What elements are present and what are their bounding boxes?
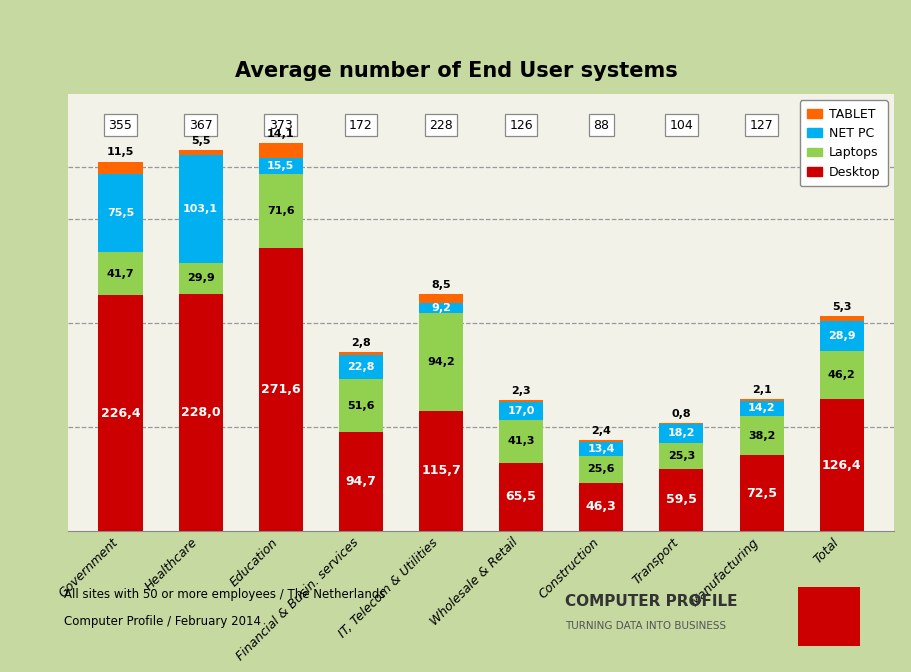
Bar — [259, 249, 302, 531]
Text: 115,7: 115,7 — [421, 464, 460, 477]
Text: 228: 228 — [429, 119, 453, 132]
Text: 2,1: 2,1 — [751, 384, 771, 394]
Bar — [418, 303, 463, 312]
Text: 103,1: 103,1 — [183, 204, 218, 214]
Text: 71,6: 71,6 — [267, 206, 294, 216]
Bar — [98, 296, 142, 531]
Text: 25,3: 25,3 — [667, 451, 694, 461]
Text: 373: 373 — [269, 119, 292, 132]
Bar — [498, 400, 543, 402]
Bar — [98, 252, 142, 296]
Text: 29,9: 29,9 — [187, 274, 214, 283]
Text: 2,4: 2,4 — [590, 425, 610, 435]
Text: Computer Profile / February 2014: Computer Profile / February 2014 — [64, 615, 261, 628]
Bar — [578, 482, 622, 531]
Text: 59,5: 59,5 — [665, 493, 696, 507]
Bar — [659, 469, 702, 531]
Bar — [418, 312, 463, 411]
Text: 5,3: 5,3 — [831, 302, 851, 312]
Bar — [739, 398, 783, 401]
Bar — [179, 150, 222, 155]
Bar — [98, 173, 142, 252]
Bar — [179, 263, 222, 294]
Text: 94,2: 94,2 — [426, 357, 455, 366]
Bar — [819, 321, 863, 351]
Text: 8,5: 8,5 — [431, 280, 450, 290]
Bar — [259, 174, 302, 249]
Text: Average number of End User systems: Average number of End User systems — [234, 60, 677, 81]
Text: 41,7: 41,7 — [107, 269, 134, 279]
Text: 2,3: 2,3 — [511, 386, 530, 396]
Bar — [819, 399, 863, 531]
Text: All sites with 50 or more employees / The Netherlands: All sites with 50 or more employees / Th… — [64, 588, 385, 601]
Text: 28,9: 28,9 — [827, 331, 855, 341]
Bar — [659, 443, 702, 469]
Text: 17,0: 17,0 — [507, 406, 534, 416]
Text: 75,5: 75,5 — [107, 208, 134, 218]
Bar — [578, 456, 622, 482]
Text: 25,6: 25,6 — [587, 464, 614, 474]
Text: 367: 367 — [189, 119, 212, 132]
Text: 9,2: 9,2 — [431, 303, 450, 312]
Bar — [179, 294, 222, 531]
Bar — [659, 423, 702, 424]
Text: 126: 126 — [508, 119, 532, 132]
Text: 22,8: 22,8 — [347, 362, 374, 372]
Bar — [659, 424, 702, 443]
Text: 14,1: 14,1 — [267, 129, 294, 139]
Text: 13,4: 13,4 — [587, 444, 614, 454]
Text: 0,8: 0,8 — [670, 409, 691, 419]
Bar — [418, 411, 463, 531]
Text: 15,5: 15,5 — [267, 161, 294, 171]
Text: 207: 207 — [829, 119, 853, 132]
Text: 11,5: 11,5 — [107, 147, 134, 157]
Text: 172: 172 — [349, 119, 373, 132]
Text: 46,3: 46,3 — [585, 500, 616, 513]
Legend: TABLET, NET PC, Laptops, Desktop: TABLET, NET PC, Laptops, Desktop — [799, 100, 886, 186]
Text: 41,3: 41,3 — [507, 436, 535, 446]
Text: 355: 355 — [108, 119, 132, 132]
Text: 18,2: 18,2 — [667, 428, 694, 438]
Bar — [259, 143, 302, 158]
Bar — [339, 432, 383, 531]
Text: 65,5: 65,5 — [506, 491, 536, 503]
Bar — [339, 352, 383, 355]
Text: 51,6: 51,6 — [347, 401, 374, 411]
Text: TURNING DATA INTO BUSINESS: TURNING DATA INTO BUSINESS — [565, 622, 726, 631]
Bar — [179, 155, 222, 263]
Bar — [498, 463, 543, 531]
Text: 5,5: 5,5 — [190, 136, 210, 146]
Bar — [498, 420, 543, 463]
Text: 72,5: 72,5 — [745, 487, 776, 500]
Text: 46,2: 46,2 — [827, 370, 855, 380]
Bar — [819, 351, 863, 399]
Text: 2,8: 2,8 — [351, 338, 371, 348]
Text: 271,6: 271,6 — [261, 383, 301, 396]
Bar — [578, 439, 622, 442]
Bar — [339, 355, 383, 379]
Bar — [498, 402, 543, 420]
Text: 127: 127 — [749, 119, 773, 132]
Bar — [578, 442, 622, 456]
Text: 94,7: 94,7 — [345, 475, 376, 488]
Text: 14,2: 14,2 — [747, 403, 774, 413]
Bar — [739, 401, 783, 416]
Bar — [98, 161, 142, 173]
Text: COMPUTER PROFILE: COMPUTER PROFILE — [565, 594, 737, 609]
Bar — [739, 416, 783, 456]
Bar — [339, 379, 383, 432]
Text: 228,0: 228,0 — [180, 406, 220, 419]
Text: 104: 104 — [669, 119, 692, 132]
Text: 226,4: 226,4 — [100, 407, 140, 419]
Text: 88: 88 — [593, 119, 609, 132]
Bar — [819, 316, 863, 321]
Text: 38,2: 38,2 — [747, 431, 774, 441]
Text: 126,4: 126,4 — [821, 459, 861, 472]
Bar — [418, 294, 463, 303]
Bar — [259, 158, 302, 174]
Bar — [739, 456, 783, 531]
